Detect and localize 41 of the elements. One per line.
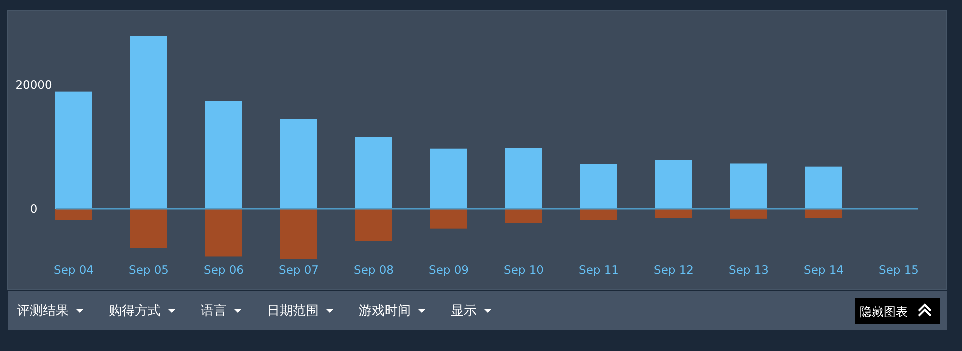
- bar: [506, 209, 542, 224]
- bar: [656, 160, 692, 209]
- bar: [430, 148, 468, 209]
- bar: [730, 209, 768, 219]
- y-tick-label: 0: [30, 202, 38, 216]
- text: 隐藏图表: [860, 305, 908, 319]
- y-tick-label: 20000: [16, 78, 52, 92]
- x-tick-label: Sep 07: [279, 263, 319, 277]
- x-tick-label: Sep 05: [129, 263, 169, 277]
- text: 日期范围: [267, 304, 319, 319]
- bar: [206, 209, 242, 257]
- bar: [130, 209, 168, 248]
- x-tick-label: Sep 13: [729, 263, 769, 277]
- x-tick-label: Sep 04: [54, 263, 94, 277]
- x-tick-label: Sep 15: [879, 263, 919, 277]
- bar: [130, 36, 168, 209]
- bar: [356, 209, 392, 242]
- bar: [280, 209, 318, 260]
- x-tick-label: Sep 06: [204, 263, 244, 277]
- bar: [56, 209, 92, 220]
- bar: [580, 209, 618, 220]
- text: 评测结果: [17, 304, 69, 319]
- bar: [580, 164, 618, 209]
- bar: [56, 92, 92, 209]
- text: 显示: [451, 304, 477, 319]
- bar: [730, 164, 768, 209]
- x-tick-label: Sep 08: [354, 263, 394, 277]
- x-tick-label: Sep 11: [579, 263, 619, 277]
- bar: [206, 101, 242, 209]
- text: 语言: [201, 303, 227, 319]
- x-tick-label: Sep 14: [804, 263, 844, 277]
- x-tick-label: Sep 12: [654, 263, 694, 277]
- bar: [430, 209, 468, 229]
- text: 游戏时间: [359, 304, 411, 319]
- bar: [506, 148, 542, 209]
- x-tick-label: Sep 09: [429, 263, 469, 277]
- bar: [806, 166, 842, 209]
- text: 购得方式: [109, 303, 161, 319]
- bar: [356, 137, 392, 209]
- bar: [280, 119, 318, 209]
- x-tick-label: Sep 10: [504, 263, 544, 277]
